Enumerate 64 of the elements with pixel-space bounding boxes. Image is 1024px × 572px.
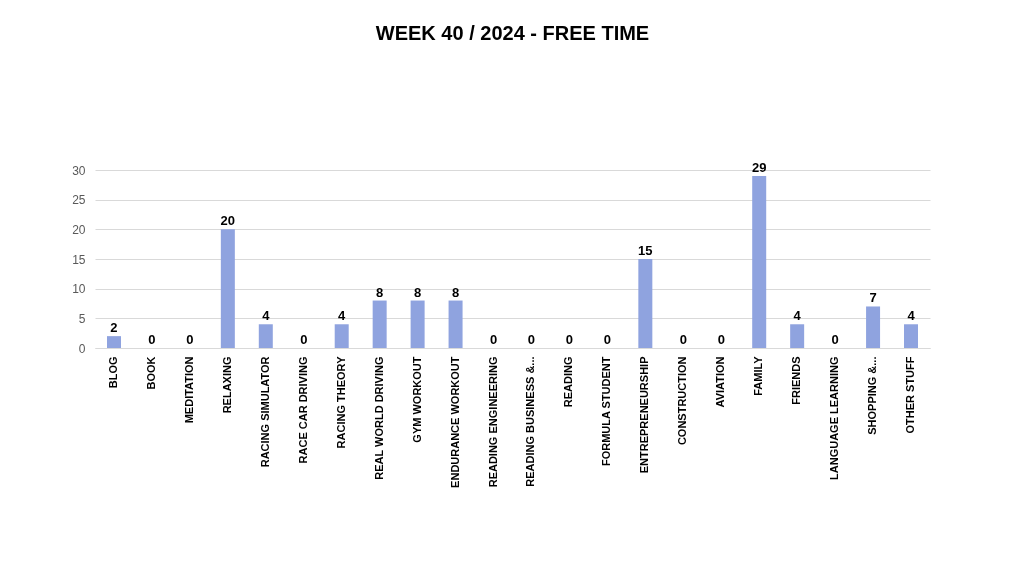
y-tick-label: 20	[72, 222, 86, 237]
bar	[752, 175, 767, 348]
x-tick-label: RELAXING	[220, 356, 233, 414]
x-tick-label: REAL WORLD DRIVING	[372, 356, 385, 480]
bar	[372, 300, 387, 348]
x-tick-label: GYM WORKOUT	[410, 356, 423, 443]
x-tick-label: MEDITATION	[182, 356, 195, 424]
data-label: 0	[565, 332, 574, 347]
data-label: 0	[679, 332, 687, 347]
x-tick-label: ENDURANCE WORKOUT	[448, 356, 461, 488]
x-tick-label: BOOK	[144, 356, 157, 390]
data-label: 0	[831, 332, 839, 347]
x-tick-label: ENTREPRENEURSHIP	[638, 356, 651, 474]
data-label: 0	[148, 332, 156, 347]
x-tick-label: OTHER STUFF	[904, 356, 917, 434]
data-label: 15	[638, 243, 653, 258]
bar	[258, 324, 273, 348]
x-tick-label: FAMILY	[752, 355, 765, 396]
y-tick-label: 30	[72, 163, 86, 178]
x-tick-label: READING BUSINESS &...	[524, 356, 537, 487]
data-label: 7	[869, 290, 877, 306]
data-label: 0	[300, 332, 308, 347]
x-tick-label: FORMULA STUDENT	[600, 356, 613, 467]
data-label: 4	[793, 308, 802, 324]
y-tick-label: 0	[78, 341, 86, 356]
x-tick-label: BLOG	[106, 356, 119, 389]
x-tick-label: RACING THEORY	[334, 355, 347, 449]
data-label: 20	[220, 213, 236, 229]
bar	[790, 324, 805, 348]
y-tick-label: 5	[78, 311, 86, 326]
data-label: 4	[338, 308, 347, 324]
bar	[448, 300, 463, 348]
x-tick-label: CONSTRUCTION	[676, 356, 689, 446]
data-label: 4	[262, 308, 271, 324]
data-label: 8	[414, 284, 422, 300]
y-tick-label: 25	[72, 193, 86, 208]
data-label: 0	[527, 332, 536, 347]
x-tick-label: LANGUAGE LEARNING	[828, 356, 841, 480]
data-label: 29	[751, 159, 767, 175]
bar	[334, 324, 349, 348]
x-tick-label: RACE CAR DRIVING	[296, 356, 309, 464]
x-tick-label: SHOPPING &...	[866, 356, 879, 435]
x-tick-label: READING ENGINEERING	[486, 356, 499, 488]
data-label: 0	[603, 332, 611, 347]
data-label: 8	[451, 284, 460, 300]
bar	[106, 336, 121, 348]
bar	[220, 229, 235, 348]
data-label: 0	[489, 332, 498, 347]
y-tick-label: 15	[72, 252, 86, 267]
x-tick-label: FRIENDS	[790, 356, 803, 405]
bar	[410, 300, 425, 348]
bar	[904, 324, 919, 348]
bar	[638, 259, 653, 348]
y-tick-label: 10	[72, 282, 86, 297]
data-label: 0	[717, 332, 725, 347]
x-tick-label: RACING SIMULATOR	[258, 356, 271, 468]
chart-title: WEEK 40 / 2024 - FREE TIME	[375, 21, 650, 44]
data-label: 4	[907, 308, 916, 324]
x-tick-label: READING	[562, 356, 575, 408]
x-tick-label: AVIATION	[714, 356, 727, 408]
data-label: 8	[376, 284, 384, 300]
data-label: 2	[110, 320, 118, 336]
data-label: 0	[186, 332, 194, 347]
bar	[866, 306, 881, 348]
